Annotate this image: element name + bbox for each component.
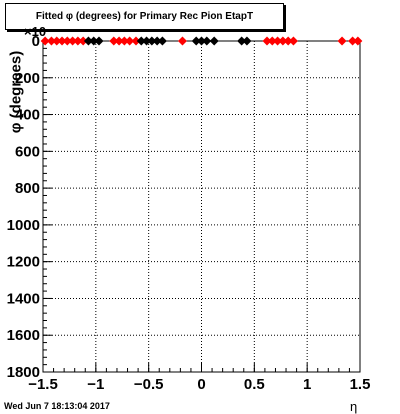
data-point: [348, 36, 358, 46]
data-point: [288, 36, 298, 46]
x-tick-label: −0.5: [134, 376, 164, 393]
data-point: [209, 36, 219, 46]
data-point: [119, 36, 129, 46]
data-point: [191, 36, 201, 46]
y-tick-label: 1400: [7, 290, 40, 307]
y-tick-label: 800: [15, 180, 40, 197]
data-point: [242, 36, 252, 46]
data-point: [40, 36, 50, 46]
y-tick-label: 400: [15, 107, 40, 124]
data-point: [197, 36, 206, 46]
y-tick-label: 600: [15, 143, 40, 160]
x-tick-label: 1.5: [350, 376, 371, 393]
data-point: [283, 36, 293, 46]
data-point: [262, 36, 272, 46]
data-point: [157, 36, 167, 46]
data-point: [109, 36, 119, 46]
y-tick-label: 200: [15, 70, 40, 87]
timestamp: Wed Jun 7 18:13:04 2017: [4, 401, 110, 411]
x-tick-label: 0.5: [244, 376, 265, 393]
grid: [43, 41, 360, 372]
y-tick-label: 1600: [7, 327, 40, 344]
data-point: [125, 36, 135, 46]
data-point: [237, 36, 247, 46]
data-point: [136, 36, 146, 46]
data-point: [273, 36, 283, 46]
y-tick-label: 1200: [7, 254, 40, 271]
x-tick-label: −1: [87, 376, 104, 393]
data-point: [202, 36, 212, 46]
data-point: [78, 36, 88, 46]
data-point: [337, 36, 347, 46]
data-point: [152, 36, 162, 46]
x-tick-label: −1.5: [28, 376, 58, 393]
y-tick-label: 1000: [7, 217, 40, 234]
data-points: [40, 36, 363, 46]
y-axis-label: φ (degrees): [7, 50, 25, 134]
data-point: [353, 36, 363, 46]
data-point: [114, 36, 124, 46]
data-point: [147, 36, 157, 46]
x-axis-label: η: [350, 399, 358, 414]
y-axis-exponent: ×10: [24, 24, 47, 39]
data-point: [52, 36, 62, 46]
data-point: [68, 36, 78, 46]
data-point: [73, 36, 83, 46]
chart-title: Fitted φ (degrees) for Primary Rec Pion …: [5, 3, 284, 30]
data-point: [267, 36, 277, 46]
y-tick-label: 0: [32, 33, 40, 50]
data-point: [62, 36, 72, 46]
data-point: [177, 36, 187, 46]
data-point: [131, 36, 141, 46]
data-point: [142, 36, 152, 46]
data-point: [89, 36, 99, 46]
data-point: [278, 36, 288, 46]
data-point: [57, 36, 67, 46]
data-point: [83, 36, 93, 46]
x-tick-label: 1: [303, 376, 311, 393]
y-tick-label: 1800: [7, 364, 40, 381]
axis-ticks: −1.5 −1 −0.5 0 0.5 1 1.5 0 200 400 600 800 1000 1200 1…: [7, 33, 371, 393]
data-point: [94, 36, 104, 46]
data-point: [46, 36, 56, 46]
x-tick-label: 0: [197, 376, 205, 393]
